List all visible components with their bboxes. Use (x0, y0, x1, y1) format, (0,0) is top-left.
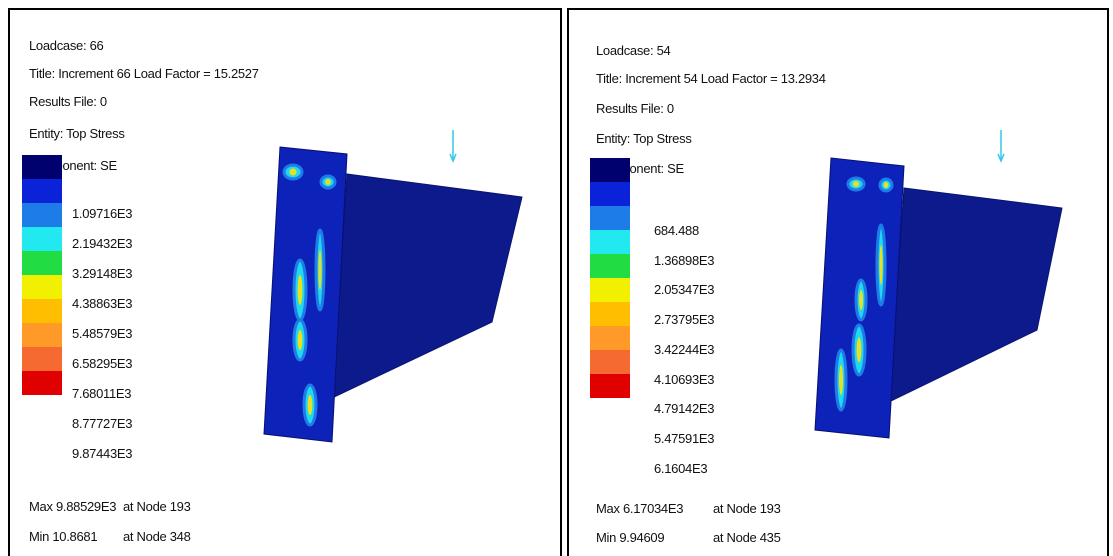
max-value: Max 9.88529E3 (29, 499, 116, 514)
min-value: Min 10.8681 (29, 529, 97, 544)
legend-label: 5.48579E3 (72, 326, 132, 341)
legend-label: 3.29148E3 (72, 266, 132, 281)
title: Title: Increment 66 Load Factor = 15.252… (29, 66, 259, 81)
legend-label: 6.1604E3 (654, 461, 707, 476)
legend-label: 2.73795E3 (654, 312, 714, 327)
results-file: Results File: 0 (596, 101, 674, 116)
model-view (569, 10, 1109, 556)
max-value: Max 6.17034E3 (596, 501, 683, 516)
legend-label: 9.87443E3 (72, 446, 132, 461)
loadcase: Loadcase: 66 (29, 38, 103, 53)
max-node: at Node 193 (123, 499, 191, 514)
legend-label: 2.19432E3 (72, 236, 132, 251)
legend-label: 4.10693E3 (654, 372, 714, 387)
min-node: at Node 348 (123, 529, 191, 544)
color-legend (22, 155, 62, 395)
legend-label: 4.79142E3 (654, 401, 714, 416)
title: Title: Increment 54 Load Factor = 13.293… (596, 71, 826, 86)
legend-label: 5.47591E3 (654, 431, 714, 446)
result-panel: Loadcase: 66 Title: Increment 66 Load Fac… (8, 8, 562, 556)
legend-label: 6.58295E3 (72, 356, 132, 371)
legend-label: 1.36898E3 (654, 253, 714, 268)
min-value: Min 9.94609 (596, 530, 664, 545)
legend-label: 8.77727E3 (72, 416, 132, 431)
result-panel: Loadcase: 54 Title: Increment 54 Load Fac… (567, 8, 1109, 556)
loadcase: Loadcase: 54 (596, 43, 670, 58)
legend-label: 4.38863E3 (72, 296, 132, 311)
legend-label: 7.68011E3 (72, 386, 131, 401)
page: Loadcase: 66 Title: Increment 66 Load Fac… (0, 0, 1113, 556)
model-view (10, 10, 562, 556)
results-file: Results File: 0 (29, 94, 107, 109)
legend-label: 3.42244E3 (654, 342, 714, 357)
max-node: at Node 193 (713, 501, 781, 516)
legend-label: 684.488 (654, 223, 699, 238)
min-node: at Node 435 (713, 530, 781, 545)
entity: Entity: Top Stress (596, 131, 692, 146)
legend-label: 2.05347E3 (654, 282, 714, 297)
color-legend (590, 158, 630, 398)
entity: Entity: Top Stress (29, 126, 125, 141)
legend-label: 1.09716E3 (72, 206, 132, 221)
